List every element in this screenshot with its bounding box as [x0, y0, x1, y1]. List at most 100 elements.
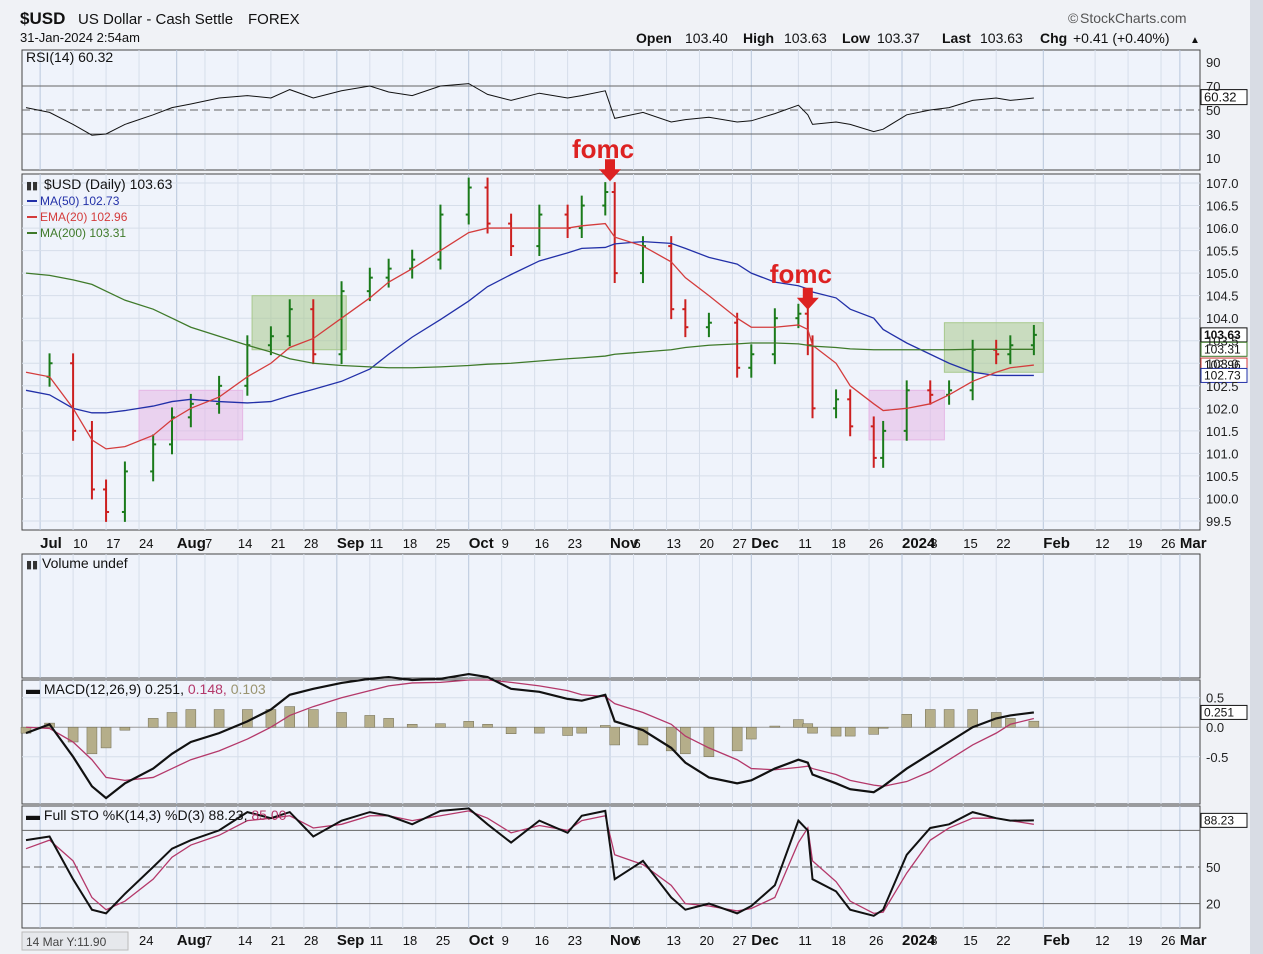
macd-histogram-bar [576, 726, 587, 734]
x-tick-label: 12 [1095, 536, 1109, 551]
sto-title: ▬ Full STO %K(14,3) %D(3) 88.23, 85.00 [26, 807, 287, 823]
x-tick-label-bottom: Feb [1043, 932, 1070, 949]
macd-histogram-bar [844, 726, 856, 737]
chg-value: +0.41 (+0.40%) [1073, 30, 1170, 46]
last-value: 103.63 [980, 30, 1023, 46]
macd-value-tag [1200, 704, 1248, 720]
x-tick-label-bottom: 19 [1128, 933, 1142, 948]
sto-k-line [25, 807, 1034, 917]
x-tick-label: Nov [610, 535, 639, 552]
macd-histogram-bar [830, 726, 842, 737]
macd-histogram-bar [609, 726, 620, 746]
exchange: FOREX [248, 11, 300, 28]
sto-tick-label: 50 [1206, 860, 1220, 875]
macd-histogram-bar [185, 709, 197, 728]
x-tick-label: 16 [535, 536, 549, 551]
macd-histogram-bar [308, 709, 319, 728]
highlight-box [251, 295, 347, 351]
price-tick-label: 99.5 [1206, 514, 1231, 529]
x-tick-label-bottom: 7 [205, 933, 212, 948]
macd-histogram-bar [147, 718, 159, 728]
macd-histogram-bar [284, 706, 295, 728]
x-tick-label-bottom: 16 [535, 933, 549, 948]
chart-header: $USD US Dollar - Cash Settle FOREX © Sto… [20, 9, 1200, 46]
x-tick-label-bottom: Dec [751, 932, 779, 949]
high-value: 103.63 [784, 30, 827, 46]
macd-histogram-bar [100, 726, 112, 749]
macd-histogram-bar [901, 713, 912, 728]
low-value: 103.37 [877, 30, 920, 46]
x-tick-label-bottom: 14 [238, 933, 252, 948]
x-tick-label: 11 [370, 536, 384, 551]
macd-histogram-bar [119, 726, 131, 731]
x-tick-label-bottom: 8 [930, 933, 937, 948]
ma200-line [25, 272, 1034, 369]
x-tick-label-bottom: 13 [667, 933, 681, 948]
macd-histogram-bar [665, 726, 677, 752]
stockcharts-logo-icon: © [1068, 10, 1079, 26]
price-tag-text-last: 103.63 [1204, 328, 1241, 342]
price-title: $USD (Daily) 103.63 [44, 176, 173, 192]
price-tick-label: 105.5 [1206, 244, 1239, 259]
x-tick-label: 27 [732, 536, 746, 551]
rsi-tick-label: 90 [1206, 55, 1220, 70]
macd-histogram-bar [435, 723, 446, 728]
x-tick-label-bottom: 21 [271, 933, 285, 948]
sto-value-tag [1200, 812, 1248, 828]
x-tick-label: Mar [1180, 535, 1207, 552]
high-label: High [743, 30, 774, 46]
scrollbar[interactable] [1250, 0, 1263, 954]
x-tick-label-bottom: Oct [469, 932, 494, 949]
macd-histogram-bar [769, 725, 781, 728]
instrument-name: US Dollar - Cash Settle [78, 11, 233, 28]
price-tick-label: 102.0 [1206, 401, 1239, 416]
x-tick-label: Sep [337, 535, 365, 552]
price-tag-text-ma50: 102.73 [1204, 368, 1241, 382]
macd-histogram-bar [562, 726, 573, 736]
x-tick-label: Feb [1043, 535, 1070, 552]
x-tick-label: 11 [798, 536, 812, 551]
x-tick-label: 28 [304, 536, 318, 551]
low-label: Low [842, 30, 870, 46]
ma50-line [25, 240, 1034, 414]
macd-histogram-bar [802, 723, 814, 728]
x-tick-label: 23 [568, 536, 582, 551]
x-tick-label: 26 [1161, 536, 1175, 551]
macd-line [25, 672, 1035, 800]
price-tag-ma50 [1200, 367, 1248, 383]
legend-ma200_label: MA(200) 103.31 [40, 226, 126, 240]
macd-histogram-bar [967, 709, 978, 728]
x-tick-label-bottom: 22 [996, 933, 1010, 948]
rsi-line [25, 83, 1034, 136]
price-tick-label: 101.0 [1206, 446, 1239, 461]
ema20-line [25, 222, 1034, 450]
fomc-annotation: fomc [572, 134, 634, 164]
macd-tick-label: 0.5 [1206, 691, 1224, 706]
x-tick-label: Dec [751, 535, 779, 552]
macd-histogram-bar [1028, 720, 1040, 728]
x-tick-label: 26 [869, 536, 883, 551]
x-tick-label-bottom: 11 [798, 933, 812, 948]
macd-histogram-bar [703, 726, 715, 758]
macd-histogram-bar [731, 726, 743, 752]
price-tick-label: 104.0 [1206, 311, 1239, 326]
macd-tick-label: 0.0 [1206, 720, 1224, 735]
legend-ma50_label: MA(50) 102.73 [40, 194, 120, 208]
x-tick-label-bottom: Aug [177, 932, 206, 949]
x-tick-label-bottom: 27 [732, 933, 746, 948]
x-tick-label: 18 [831, 536, 845, 551]
x-tick-label-bottom: 25 [436, 933, 450, 948]
price-tick-label: 100.5 [1206, 469, 1239, 484]
open-label: Open [636, 30, 672, 46]
macd-histogram-bar [793, 719, 804, 728]
legend-ema20_label: EMA(20) 102.96 [40, 210, 128, 224]
x-tick-label-bottom: 11 [370, 933, 384, 948]
x-tick-label-bottom: 2024 [902, 932, 936, 949]
cursor-readout: 14 Mar Y:11.90 [26, 935, 107, 949]
fomc-annotation: fomc [770, 259, 832, 289]
macd-histogram-bar [807, 726, 818, 734]
macd-histogram-bar [383, 718, 394, 728]
x-tick-label: 25 [436, 536, 450, 551]
rsi-value-tag-text: 60.32 [1204, 90, 1237, 105]
price-tick-label: 106.5 [1206, 199, 1239, 214]
